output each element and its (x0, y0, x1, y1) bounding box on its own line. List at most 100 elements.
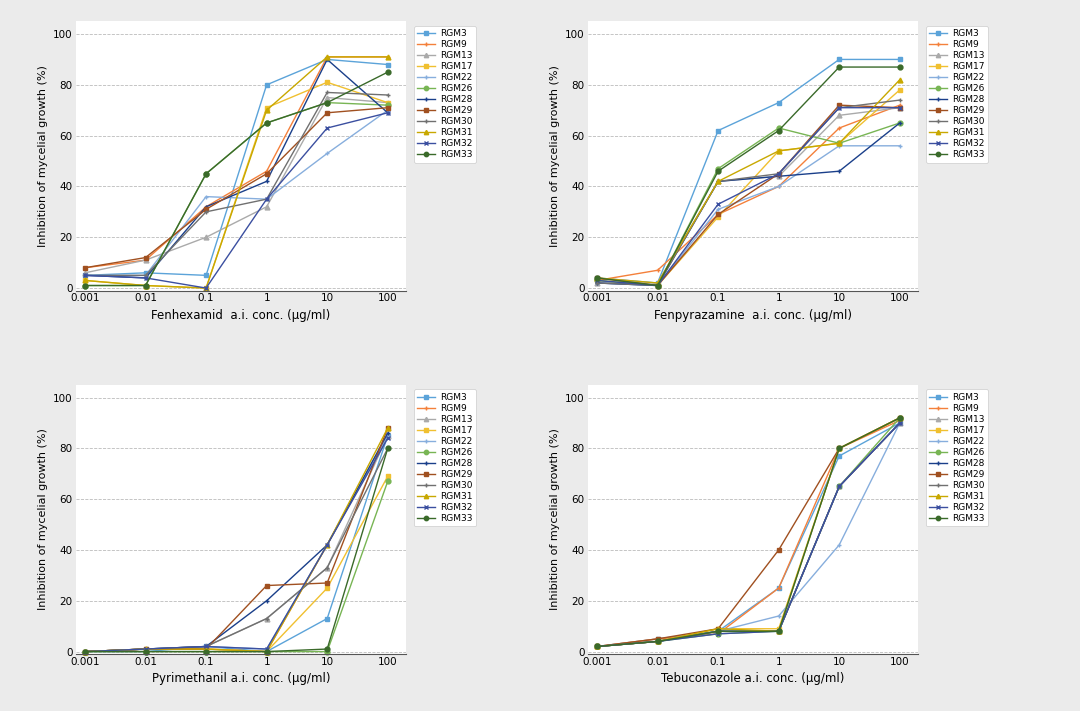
RGM22 (260, 195, 273, 203)
RGM9 (712, 210, 725, 219)
RGM32 (139, 645, 152, 653)
RGM32 (772, 627, 785, 636)
RGM29 (651, 282, 664, 290)
RGM32 (591, 276, 604, 284)
RGM31 (79, 276, 92, 284)
RGM26 (651, 637, 664, 646)
RGM9 (833, 444, 846, 453)
RGM31 (772, 627, 785, 636)
RGM17 (772, 624, 785, 633)
RGM22 (200, 642, 213, 651)
RGM33 (712, 167, 725, 176)
RGM17 (893, 85, 906, 94)
RGM28 (591, 279, 604, 287)
RGM26 (772, 124, 785, 132)
RGM30 (893, 96, 906, 105)
Line: RGM3: RGM3 (82, 57, 390, 278)
RGM30 (893, 419, 906, 427)
RGM17 (712, 624, 725, 633)
RGM17 (772, 146, 785, 155)
RGM22 (200, 193, 213, 201)
RGM30 (772, 627, 785, 636)
RGM9 (79, 647, 92, 656)
RGM13 (833, 482, 846, 491)
RGM17 (260, 647, 273, 656)
RGM30 (321, 88, 334, 97)
RGM31 (321, 540, 334, 549)
Line: RGM26: RGM26 (595, 120, 902, 288)
Legend: RGM3, RGM9, RGM13, RGM17, RGM22, RGM26, RGM28, RGM29, RGM30, RGM31, RGM32, RGM33: RGM3, RGM9, RGM13, RGM17, RGM22, RGM26, … (926, 26, 988, 163)
RGM3 (79, 271, 92, 279)
RGM22 (772, 182, 785, 191)
RGM26 (79, 647, 92, 656)
RGM26 (712, 164, 725, 173)
RGM22 (772, 611, 785, 620)
RGM33 (833, 444, 846, 453)
RGM30 (200, 642, 213, 651)
RGM26 (321, 98, 334, 107)
RGM31 (651, 637, 664, 646)
RGM9 (139, 256, 152, 264)
RGM31 (712, 624, 725, 633)
RGM32 (381, 434, 394, 442)
RGM31 (200, 645, 213, 653)
RGM29 (139, 253, 152, 262)
RGM29 (79, 647, 92, 656)
RGM13 (79, 647, 92, 656)
RGM30 (591, 279, 604, 287)
RGM22 (651, 282, 664, 290)
RGM32 (260, 195, 273, 203)
RGM29 (712, 210, 725, 219)
RGM28 (79, 647, 92, 656)
RGM13 (321, 564, 334, 572)
Line: RGM33: RGM33 (82, 446, 390, 654)
RGM17 (321, 584, 334, 592)
RGM26 (712, 629, 725, 638)
RGM29 (260, 582, 273, 590)
Line: RGM33: RGM33 (595, 65, 902, 288)
RGM28 (79, 271, 92, 279)
RGM33 (893, 414, 906, 422)
RGM22 (381, 106, 394, 114)
Line: RGM13: RGM13 (82, 95, 390, 275)
Line: RGM28: RGM28 (595, 120, 902, 288)
RGM17 (381, 98, 394, 107)
RGM3 (651, 279, 664, 287)
RGM32 (833, 103, 846, 112)
RGM22 (712, 205, 725, 213)
RGM32 (651, 637, 664, 646)
RGM26 (381, 101, 394, 109)
RGM28 (772, 627, 785, 636)
RGM31 (79, 647, 92, 656)
RGM31 (381, 53, 394, 61)
Line: RGM33: RGM33 (595, 415, 902, 649)
RGM17 (381, 472, 394, 481)
RGM28 (381, 429, 394, 437)
RGM32 (139, 274, 152, 282)
Line: RGM29: RGM29 (595, 102, 902, 288)
RGM30 (381, 444, 394, 453)
Line: RGM32: RGM32 (82, 436, 390, 654)
RGM9 (893, 416, 906, 424)
RGM26 (139, 647, 152, 656)
RGM29 (712, 624, 725, 633)
RGM13 (200, 233, 213, 242)
RGM3 (591, 642, 604, 651)
RGM30 (591, 642, 604, 651)
RGM28 (712, 177, 725, 186)
RGM29 (139, 645, 152, 653)
RGM13 (591, 279, 604, 287)
RGM3 (260, 647, 273, 656)
RGM17 (833, 139, 846, 147)
RGM17 (139, 282, 152, 290)
Line: RGM32: RGM32 (595, 420, 902, 649)
Line: RGM26: RGM26 (82, 479, 390, 654)
RGM28 (651, 637, 664, 646)
Legend: RGM3, RGM9, RGM13, RGM17, RGM22, RGM26, RGM28, RGM29, RGM30, RGM31, RGM32, RGM33: RGM3, RGM9, RGM13, RGM17, RGM22, RGM26, … (414, 390, 476, 526)
RGM31 (200, 284, 213, 292)
RGM3 (893, 55, 906, 64)
Line: RGM3: RGM3 (595, 420, 902, 649)
RGM9 (260, 647, 273, 656)
RGM29 (651, 635, 664, 643)
RGM26 (381, 477, 394, 486)
